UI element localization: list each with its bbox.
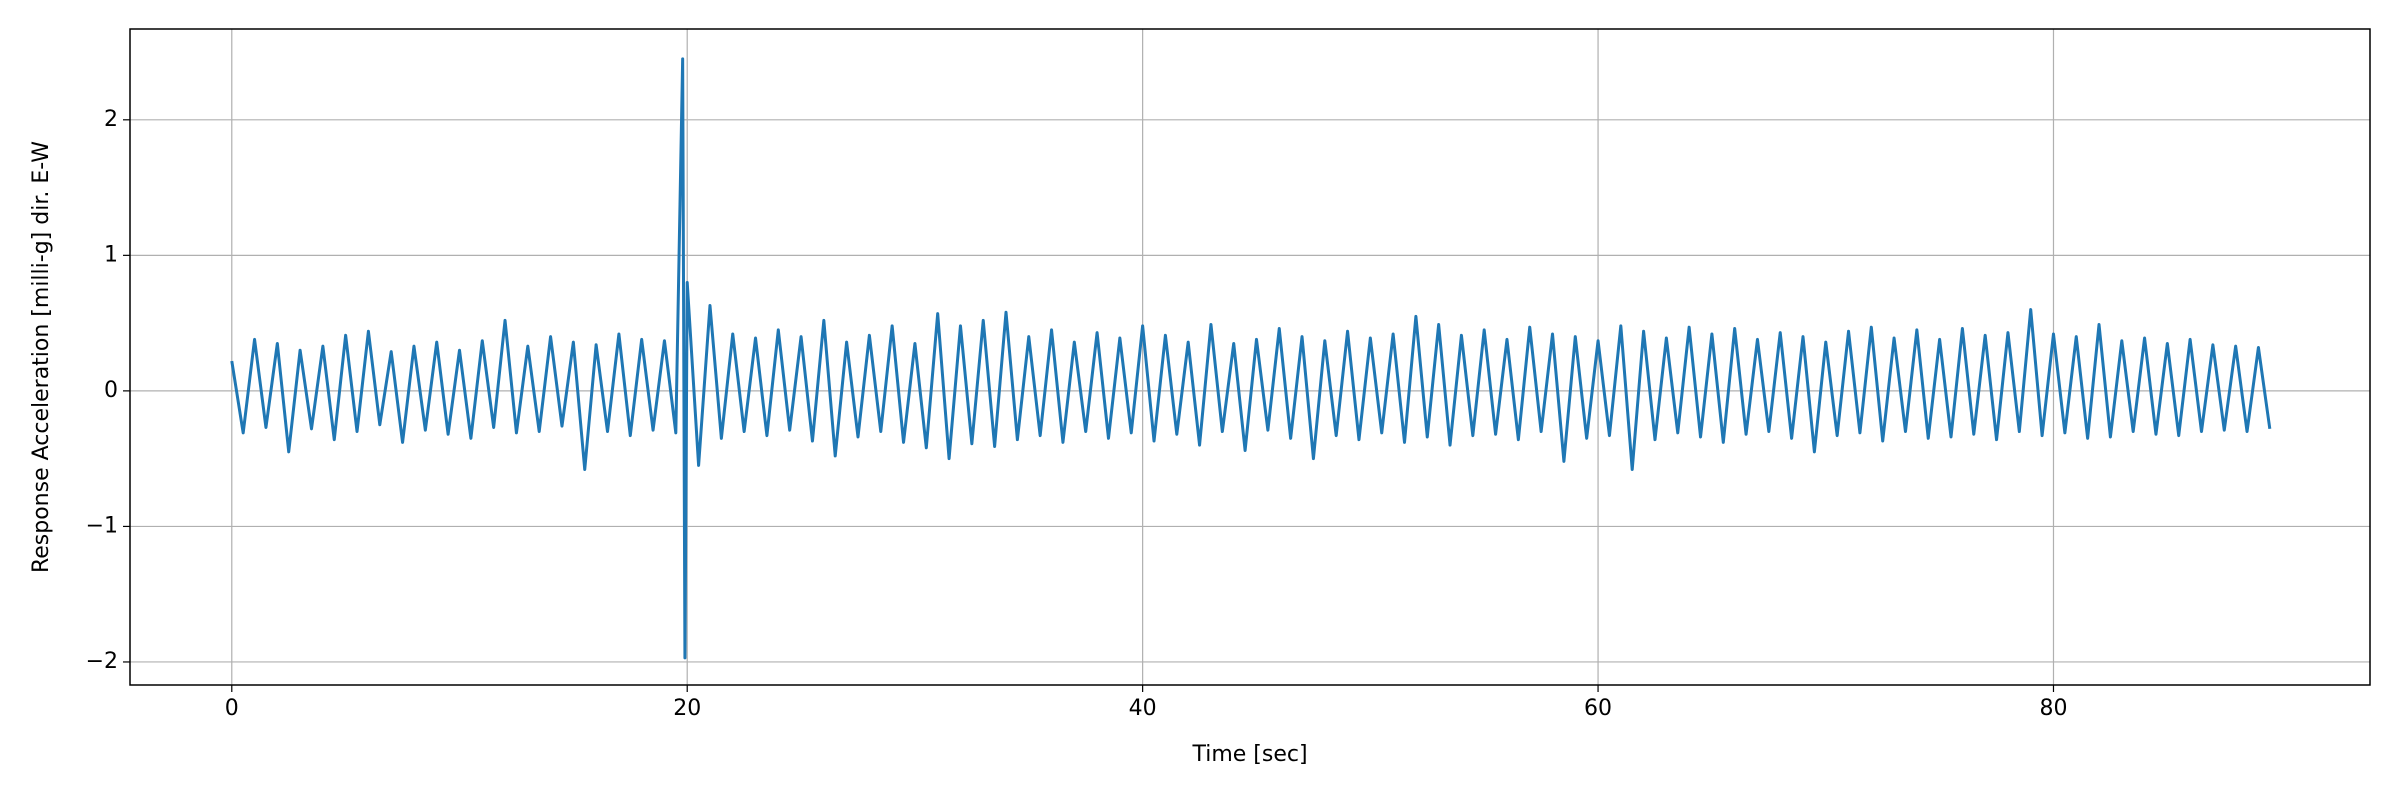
x-tick-label: 60 [1584,696,1612,721]
signal-line [230,57,2272,660]
y-axis-label: Response Acceleration [milli-g] dir. E-W [29,141,54,573]
x-axis-label: Time [sec] [1191,742,1307,767]
x-tick-label: 0 [225,696,239,721]
plot-frame [129,28,2371,686]
x-tick-label: 80 [2039,696,2067,721]
x-tick-label: 20 [673,696,701,721]
y-tick-label: 1 [104,242,118,267]
y-tick-label: 0 [104,378,118,403]
x-tick-label: 40 [1129,696,1157,721]
y-tick-label: 2 [104,107,118,132]
y-tick-label: −2 [86,649,118,674]
y-tick-label: −1 [86,513,118,538]
